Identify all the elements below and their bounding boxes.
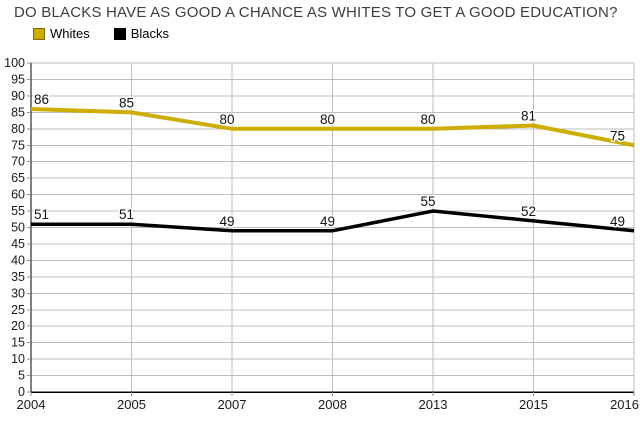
svg-text:45: 45 <box>11 237 25 251</box>
legend-item-blacks: Blacks <box>113 26 170 41</box>
svg-text:65: 65 <box>11 171 25 185</box>
svg-text:2013: 2013 <box>419 397 448 412</box>
svg-text:2004: 2004 <box>17 397 46 412</box>
chart-title: DO BLACKS HAVE AS GOOD A CHANCE AS WHITE… <box>14 4 618 21</box>
legend-item-whites: Whites <box>33 26 90 41</box>
data-labels-blacks: 51 51 49 49 55 52 49 <box>33 193 627 231</box>
series-blacks <box>31 209 635 233</box>
svg-text:50: 50 <box>11 221 25 235</box>
legend: Whites Blacks <box>33 26 169 41</box>
svg-text:15: 15 <box>11 336 25 350</box>
svg-text:86: 86 <box>34 92 49 107</box>
series-whites <box>30 107 635 148</box>
svg-text:5: 5 <box>18 369 25 383</box>
svg-text:81: 81 <box>521 109 536 124</box>
y-axis-labels: 0 5 10 15 20 25 30 35 40 45 50 55 60 65 70 75 80 85 90 95 10… <box>4 56 25 399</box>
svg-text:85: 85 <box>11 105 25 119</box>
svg-text:85: 85 <box>119 95 134 110</box>
svg-text:100: 100 <box>4 56 25 70</box>
svg-text:40: 40 <box>11 253 25 267</box>
svg-text:52: 52 <box>521 204 536 219</box>
blacks-swatch-icon <box>113 27 126 40</box>
svg-text:75: 75 <box>11 138 25 152</box>
data-labels-whites: 86 85 80 80 80 81 75 <box>33 91 627 145</box>
svg-text:0: 0 <box>18 385 25 399</box>
svg-text:2005: 2005 <box>117 397 146 412</box>
svg-text:2016: 2016 <box>610 397 639 412</box>
svg-text:51: 51 <box>34 207 49 222</box>
svg-text:75: 75 <box>610 128 625 143</box>
svg-text:55: 55 <box>420 194 435 209</box>
svg-text:55: 55 <box>11 204 25 218</box>
svg-text:49: 49 <box>610 214 625 229</box>
svg-text:90: 90 <box>11 89 25 103</box>
x-axis-labels: 2004 2005 2007 2008 2013 2015 2016 <box>17 397 639 412</box>
svg-text:10: 10 <box>11 352 25 366</box>
svg-text:95: 95 <box>11 72 25 86</box>
svg-text:2008: 2008 <box>318 397 347 412</box>
svg-text:2007: 2007 <box>218 397 247 412</box>
svg-text:70: 70 <box>11 155 25 169</box>
svg-text:80: 80 <box>219 112 234 127</box>
svg-text:49: 49 <box>219 214 234 229</box>
legend-label-blacks: Blacks <box>130 26 170 41</box>
svg-text:30: 30 <box>11 286 25 300</box>
svg-text:80: 80 <box>11 122 25 136</box>
axes <box>27 62 635 396</box>
svg-text:51: 51 <box>119 207 134 222</box>
svg-text:20: 20 <box>11 319 25 333</box>
svg-text:25: 25 <box>11 303 25 317</box>
legend-label-whites: Whites <box>50 26 90 41</box>
svg-text:80: 80 <box>320 112 335 127</box>
svg-text:35: 35 <box>11 270 25 284</box>
whites-swatch-icon <box>33 27 45 40</box>
svg-text:49: 49 <box>320 214 335 229</box>
svg-text:80: 80 <box>420 112 435 127</box>
svg-text:2015: 2015 <box>519 397 548 412</box>
svg-text:60: 60 <box>11 188 25 202</box>
